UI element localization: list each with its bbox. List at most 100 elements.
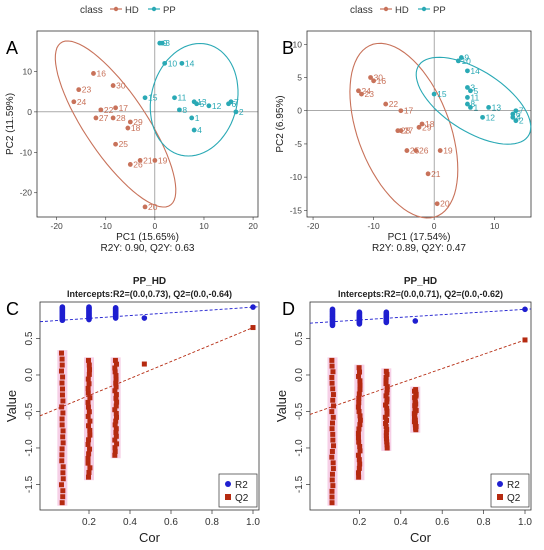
panel-letter-c: C xyxy=(6,299,19,319)
q2-marker xyxy=(112,448,118,454)
data-point-pp xyxy=(513,108,519,114)
y-tick-label: 0.0 xyxy=(294,368,305,382)
q2-marker xyxy=(357,448,363,454)
q2-marker xyxy=(383,436,389,442)
q2-marker xyxy=(384,417,390,423)
data-point-pp xyxy=(177,107,182,113)
data-point-hd xyxy=(425,171,431,177)
point-label: 5 xyxy=(200,99,205,109)
q2-marker xyxy=(357,413,363,419)
legend-box xyxy=(218,473,258,508)
data-point-hd xyxy=(98,107,104,113)
data-point-hd xyxy=(71,99,77,105)
y-tick-label: 0.0 xyxy=(24,368,35,382)
q2-marker xyxy=(86,469,92,475)
q2-regression-line xyxy=(309,339,526,415)
data-point-hd xyxy=(125,125,131,131)
data-point-pp xyxy=(172,95,177,101)
y-tick-label: -20 xyxy=(20,188,33,198)
r2-marker xyxy=(412,318,419,324)
q2-marker xyxy=(329,488,335,494)
point-label: 8 xyxy=(182,105,187,115)
data-point-pp xyxy=(159,40,165,46)
data-point-pp xyxy=(226,101,231,107)
y-tick-label: 10 xyxy=(293,39,303,49)
point-label: 20 xyxy=(440,199,450,209)
point-label: 18 xyxy=(131,123,141,133)
data-point-hd xyxy=(113,105,118,111)
r2-marker xyxy=(356,309,363,316)
q2-marker xyxy=(60,410,66,416)
q2-marker xyxy=(357,387,363,393)
q2-marker xyxy=(330,392,336,398)
model-stats: R2Y: 0.89, Q2Y: 0.47 xyxy=(372,243,466,254)
point-label: 14 xyxy=(470,66,480,76)
q2-marker xyxy=(383,374,389,380)
q2-marker xyxy=(357,461,363,467)
q2-marker xyxy=(59,500,65,506)
q2-marker xyxy=(356,474,362,480)
q2-marker xyxy=(114,441,120,447)
point-label: 21 xyxy=(143,155,153,165)
q2-marker xyxy=(85,404,91,410)
q2-marker xyxy=(384,442,390,448)
x-tick-label: 0.4 xyxy=(123,517,137,528)
ellipse-hd xyxy=(349,42,459,219)
q2-marker xyxy=(357,417,363,423)
x-tick-label: -20 xyxy=(307,221,320,231)
y-tick-label: 0.5 xyxy=(294,331,305,345)
q2-marker xyxy=(60,434,66,440)
q2-marker xyxy=(383,381,389,387)
q2-marker xyxy=(60,494,66,500)
q2-marker xyxy=(112,422,118,428)
q2-marker xyxy=(59,458,65,464)
q2-marker xyxy=(357,369,363,375)
q2-marker xyxy=(112,357,118,363)
panel-letter-d: D xyxy=(282,299,295,319)
q2-marker xyxy=(356,400,362,406)
data-point-pp xyxy=(162,60,168,66)
y-axis-label: Value xyxy=(274,390,289,422)
q2-marker xyxy=(85,441,91,447)
x-tick-label: 20 xyxy=(248,221,258,231)
q2-marker xyxy=(413,387,419,393)
x-tick-label: 0.2 xyxy=(82,517,96,528)
q2-marker xyxy=(86,409,92,415)
x-tick-label: 10 xyxy=(199,221,209,231)
point-label: 25 xyxy=(119,139,129,149)
data-point-pp xyxy=(465,101,470,107)
q2-marker xyxy=(59,422,65,428)
point-label: 14 xyxy=(185,58,195,68)
data-point-pp xyxy=(233,109,239,115)
q2-marker xyxy=(113,426,119,432)
y-tick-label: 5 xyxy=(297,73,302,83)
point-label: 8 xyxy=(470,99,475,109)
r2-marker xyxy=(383,309,390,316)
q2-marker xyxy=(384,408,390,414)
data-point-pp xyxy=(510,111,516,117)
point-label: 15 xyxy=(148,93,158,103)
q2-marker xyxy=(60,398,66,404)
data-point-pp xyxy=(458,55,464,60)
r2-regression-line xyxy=(309,308,532,324)
q2-marker xyxy=(113,429,119,435)
q2-marker xyxy=(383,378,389,384)
ellipse-pp xyxy=(149,42,239,157)
r2-marker xyxy=(329,306,336,313)
q2-marker xyxy=(112,407,118,413)
q2-marker xyxy=(383,430,389,436)
data-point-hd xyxy=(113,141,118,147)
point-label: 25 xyxy=(410,146,420,156)
data-point-hd xyxy=(76,87,82,93)
q2-marker xyxy=(384,371,390,377)
q2-marker xyxy=(60,470,66,476)
x-tick-label: -10 xyxy=(367,221,380,231)
q2-marker xyxy=(384,390,390,396)
data-point-pp xyxy=(465,85,470,90)
data-point-pp xyxy=(468,104,473,110)
q2-marker xyxy=(86,371,92,377)
point-label: 17 xyxy=(119,103,129,113)
q2-marker xyxy=(330,431,336,437)
